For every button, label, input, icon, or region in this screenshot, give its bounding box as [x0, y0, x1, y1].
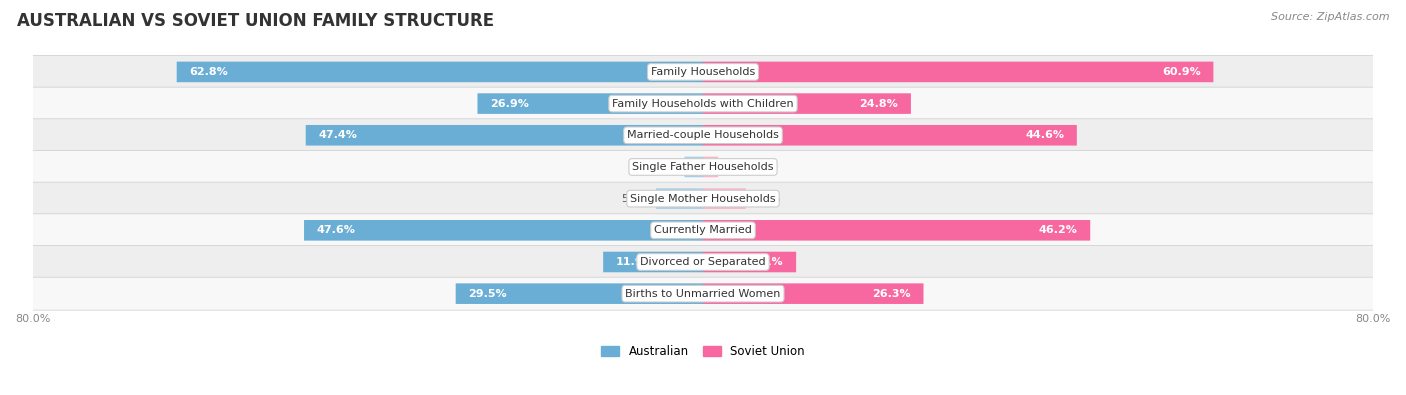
- Text: Single Father Households: Single Father Households: [633, 162, 773, 172]
- Text: 11.1%: 11.1%: [745, 257, 783, 267]
- Text: Source: ZipAtlas.com: Source: ZipAtlas.com: [1271, 12, 1389, 22]
- Text: 47.6%: 47.6%: [316, 225, 356, 235]
- FancyBboxPatch shape: [703, 252, 796, 272]
- FancyBboxPatch shape: [32, 277, 1374, 310]
- FancyBboxPatch shape: [177, 62, 703, 82]
- FancyBboxPatch shape: [685, 157, 703, 177]
- Text: 1.8%: 1.8%: [724, 162, 754, 172]
- FancyBboxPatch shape: [456, 283, 703, 304]
- Text: 26.3%: 26.3%: [872, 289, 911, 299]
- FancyBboxPatch shape: [703, 62, 1213, 82]
- Text: 46.2%: 46.2%: [1039, 225, 1077, 235]
- FancyBboxPatch shape: [657, 188, 703, 209]
- Text: 62.8%: 62.8%: [190, 67, 228, 77]
- FancyBboxPatch shape: [305, 125, 703, 146]
- Text: 11.9%: 11.9%: [616, 257, 655, 267]
- FancyBboxPatch shape: [32, 246, 1374, 278]
- FancyBboxPatch shape: [478, 93, 703, 114]
- FancyBboxPatch shape: [703, 220, 1090, 241]
- Legend: Australian, Soviet Union: Australian, Soviet Union: [598, 342, 808, 362]
- Text: 5.6%: 5.6%: [621, 194, 650, 204]
- FancyBboxPatch shape: [32, 150, 1374, 183]
- FancyBboxPatch shape: [32, 55, 1374, 88]
- FancyBboxPatch shape: [32, 119, 1374, 152]
- FancyBboxPatch shape: [703, 93, 911, 114]
- FancyBboxPatch shape: [603, 252, 703, 272]
- FancyBboxPatch shape: [703, 283, 924, 304]
- Text: 5.1%: 5.1%: [752, 194, 780, 204]
- Text: 2.2%: 2.2%: [650, 162, 678, 172]
- Text: 26.9%: 26.9%: [491, 99, 529, 109]
- Text: 24.8%: 24.8%: [859, 99, 898, 109]
- Text: Married-couple Households: Married-couple Households: [627, 130, 779, 140]
- Text: 60.9%: 60.9%: [1161, 67, 1201, 77]
- Text: 47.4%: 47.4%: [318, 130, 357, 140]
- Text: Family Households with Children: Family Households with Children: [612, 99, 794, 109]
- FancyBboxPatch shape: [304, 220, 703, 241]
- Text: Single Mother Households: Single Mother Households: [630, 194, 776, 204]
- Text: AUSTRALIAN VS SOVIET UNION FAMILY STRUCTURE: AUSTRALIAN VS SOVIET UNION FAMILY STRUCT…: [17, 12, 494, 30]
- FancyBboxPatch shape: [32, 182, 1374, 215]
- FancyBboxPatch shape: [32, 214, 1374, 247]
- Text: Currently Married: Currently Married: [654, 225, 752, 235]
- FancyBboxPatch shape: [703, 157, 718, 177]
- FancyBboxPatch shape: [703, 188, 745, 209]
- Text: 44.6%: 44.6%: [1025, 130, 1064, 140]
- Text: 29.5%: 29.5%: [468, 289, 508, 299]
- Text: Family Households: Family Households: [651, 67, 755, 77]
- Text: Divorced or Separated: Divorced or Separated: [640, 257, 766, 267]
- FancyBboxPatch shape: [32, 87, 1374, 120]
- FancyBboxPatch shape: [703, 125, 1077, 146]
- Text: Births to Unmarried Women: Births to Unmarried Women: [626, 289, 780, 299]
